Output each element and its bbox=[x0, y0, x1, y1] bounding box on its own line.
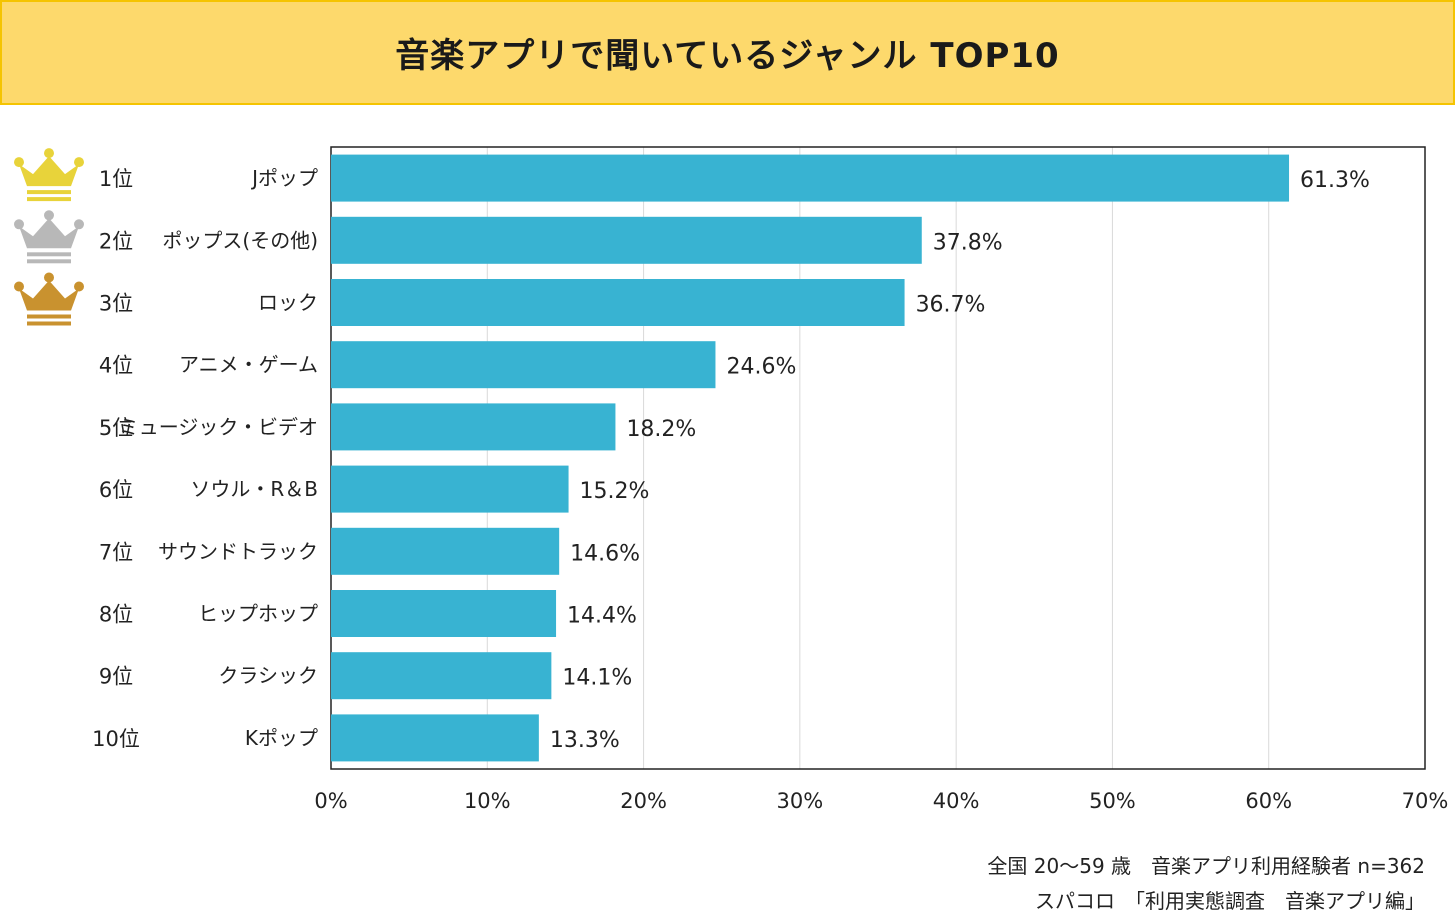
category-label: Jポップ bbox=[250, 166, 318, 190]
category-label: ミュージック・ビデオ bbox=[119, 415, 318, 439]
plot-frame bbox=[330, 146, 1426, 770]
category-label: ロック bbox=[258, 291, 318, 315]
category-label: ヒップホップ bbox=[198, 602, 318, 626]
x-tick-label: 50% bbox=[1089, 789, 1136, 813]
x-tick-label: 10% bbox=[464, 789, 511, 813]
value-label: 14.6% bbox=[570, 541, 640, 566]
category-label: クラシック bbox=[218, 664, 318, 688]
x-tick-label: 30% bbox=[777, 789, 824, 813]
value-label: 14.4% bbox=[567, 604, 637, 629]
rank-label: 1位 bbox=[99, 167, 133, 191]
x-tick-label: 40% bbox=[933, 789, 980, 813]
category-label: ソウル・R＆B bbox=[190, 477, 318, 501]
value-label: 36.7% bbox=[916, 293, 986, 318]
bar bbox=[331, 403, 616, 451]
x-tick-label: 20% bbox=[620, 789, 667, 813]
bar bbox=[331, 279, 905, 326]
chart-title: 音楽アプリで聞いているジャンル TOP10 bbox=[395, 36, 1060, 76]
x-tick-label: 60% bbox=[1245, 789, 1292, 813]
bronze-crown-icon bbox=[14, 272, 84, 326]
source-credit: スパコロ 「利用実態調査 音楽アプリ編」 bbox=[1035, 889, 1425, 913]
value-label: 14.1% bbox=[562, 666, 632, 691]
category-label: ポップス(その他) bbox=[162, 228, 318, 252]
bar bbox=[331, 341, 716, 389]
value-label: 15.2% bbox=[580, 479, 650, 504]
rank-label: 8位 bbox=[99, 603, 133, 627]
bar bbox=[331, 590, 557, 637]
rank-label: 4位 bbox=[99, 354, 133, 378]
rank-label: 6位 bbox=[99, 478, 133, 502]
bar bbox=[331, 154, 1290, 202]
rank-label: 5位 bbox=[99, 416, 133, 440]
value-label: 37.8% bbox=[933, 230, 1003, 255]
rank-label: 7位 bbox=[99, 540, 133, 564]
value-label: 13.3% bbox=[550, 728, 620, 753]
category-label: アニメ・ゲーム bbox=[179, 353, 318, 377]
title-banner: 音楽アプリで聞いているジャンル TOP10 bbox=[0, 0, 1455, 105]
bar bbox=[331, 216, 922, 264]
bar bbox=[331, 465, 569, 513]
bar bbox=[331, 652, 552, 700]
value-label: 24.6% bbox=[726, 355, 796, 380]
bar bbox=[331, 714, 539, 762]
category-label: サウンドトラック bbox=[158, 539, 318, 563]
rank-label: 2位 bbox=[99, 229, 133, 253]
bar-chart: 0% 10% 20% 30% 40% 50% 60% 70% 61.3% Jポップ 1位 37.8% ポ… bbox=[14, 146, 1449, 813]
value-label: 18.2% bbox=[626, 417, 696, 442]
bar bbox=[331, 527, 560, 575]
sample-note: 全国 20～59 歳 音楽アプリ利用経験者 n=362 bbox=[987, 854, 1425, 878]
rank-label: 9位 bbox=[99, 665, 133, 689]
silver-crown-icon bbox=[14, 210, 84, 264]
x-tick-label: 70% bbox=[1402, 789, 1449, 813]
category-label: Kポップ bbox=[245, 726, 318, 750]
rank-label: 3位 bbox=[99, 292, 133, 316]
gold-crown-icon bbox=[14, 148, 84, 202]
value-label: 61.3% bbox=[1300, 168, 1370, 193]
x-tick-label: 0% bbox=[314, 789, 347, 813]
rank-label: 10位 bbox=[92, 727, 140, 751]
